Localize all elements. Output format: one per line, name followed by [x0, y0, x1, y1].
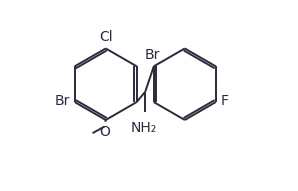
Text: Br: Br [144, 48, 160, 62]
Text: Cl: Cl [99, 30, 113, 44]
Text: Br: Br [55, 94, 70, 108]
Text: O: O [99, 125, 110, 139]
Text: NH₂: NH₂ [130, 121, 156, 135]
Text: F: F [221, 94, 229, 108]
